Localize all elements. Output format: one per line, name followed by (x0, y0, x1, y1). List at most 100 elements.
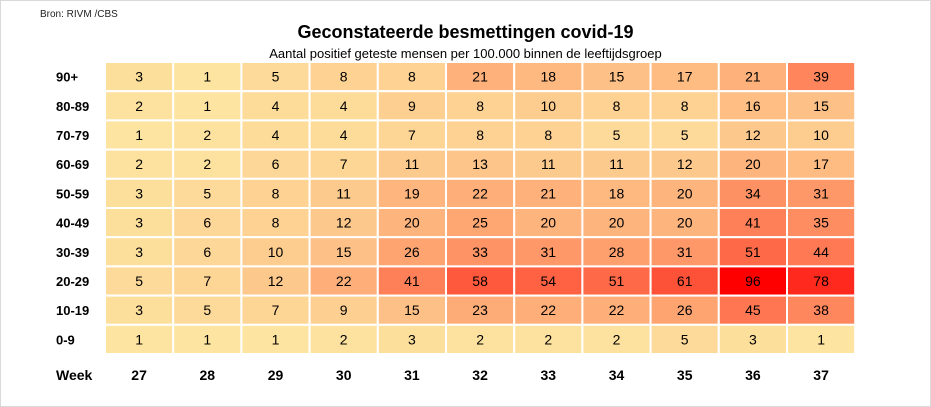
cell-value: 2 (203, 127, 211, 143)
cell-value: 11 (541, 156, 556, 172)
cell-value: 4 (272, 98, 280, 114)
cell-value: 20 (677, 185, 693, 201)
cell-value: 8 (613, 98, 621, 114)
column-label: 36 (745, 367, 761, 383)
column-label: 37 (813, 367, 829, 383)
cell-value: 34 (745, 185, 761, 201)
cell-value: 19 (404, 185, 420, 201)
heatmap-cell (786, 61, 857, 93)
column-label: 29 (268, 367, 284, 383)
cell-value: 3 (135, 244, 143, 260)
cell-value: 2 (135, 156, 143, 172)
column-label: 28 (200, 367, 216, 383)
cell-value: 51 (609, 273, 625, 289)
cell-value: 22 (541, 302, 557, 318)
chart-subtitle: Aantal positief geteste mensen per 100.0… (269, 46, 662, 61)
cell-value: 51 (745, 244, 761, 260)
heatmap-cell (376, 177, 447, 210)
cell-value: 41 (745, 215, 761, 231)
column-label: 30 (336, 367, 352, 383)
row-label: 30-39 (56, 245, 89, 260)
heatmap-cell (445, 265, 516, 297)
row-label: 10-19 (56, 303, 89, 318)
heatmap-cell (717, 294, 788, 326)
cell-value: 5 (272, 69, 280, 85)
cell-value: 2 (203, 156, 211, 172)
cell-value: 1 (135, 127, 143, 143)
cell-value: 11 (609, 156, 624, 172)
cell-value: 6 (203, 244, 211, 260)
heatmap-cell (240, 265, 311, 297)
heatmap-cell (717, 90, 788, 122)
row-label: 0-9 (56, 332, 75, 347)
cell-value: 38 (813, 302, 829, 318)
cell-value: 7 (203, 273, 211, 289)
heatmap-cell (717, 207, 788, 239)
cell-value: 21 (541, 185, 557, 201)
cell-value: 2 (544, 331, 552, 347)
cell-value: 23 (472, 302, 488, 318)
cell-value: 10 (813, 127, 829, 143)
cell-value: 1 (272, 331, 280, 347)
x-axis-label: Week (56, 367, 93, 383)
cell-value: 54 (541, 273, 557, 289)
cell-value: 41 (404, 273, 420, 289)
cell-value: 3 (135, 302, 143, 318)
cell-value: 3 (135, 69, 143, 85)
cell-value: 7 (272, 302, 280, 318)
heatmap-cell (581, 323, 652, 355)
column-label: 31 (404, 367, 420, 383)
cell-value: 4 (340, 98, 348, 114)
column-label: 34 (609, 367, 625, 383)
cell-value: 25 (472, 215, 488, 231)
heatmap-cell (786, 236, 857, 268)
heatmap-cell (376, 265, 447, 297)
heatmap-cell (308, 119, 379, 151)
cell-value: 28 (609, 244, 625, 260)
row-label: 90+ (56, 70, 78, 85)
cell-value: 22 (472, 185, 488, 201)
cell-value: 16 (745, 98, 761, 114)
cell-value: 17 (813, 156, 829, 172)
cell-value: 44 (813, 244, 829, 260)
cell-value: 9 (340, 302, 348, 318)
row-label: 20-29 (56, 274, 89, 289)
cell-value: 10 (268, 244, 284, 260)
cell-value: 8 (408, 69, 416, 85)
cell-value: 7 (408, 127, 416, 143)
heatmap-cell (649, 177, 720, 210)
cell-value: 8 (272, 215, 280, 231)
cell-value: 21 (745, 69, 761, 85)
cell-value: 45 (745, 302, 761, 318)
heatmap-cell (649, 265, 720, 297)
cell-value: 1 (135, 331, 143, 347)
heatmap-cell (376, 61, 447, 93)
heatmap-cell (376, 90, 447, 122)
cell-value: 20 (745, 156, 761, 172)
heatmap-cell (376, 207, 447, 239)
cell-value: 11 (336, 185, 351, 201)
cell-value: 5 (681, 331, 689, 347)
row-label: 80-89 (56, 99, 89, 114)
cell-value: 61 (677, 273, 693, 289)
cell-value: 18 (609, 185, 625, 201)
row-label: 60-69 (56, 157, 89, 172)
chart-title: Geconstateerde besmettingen covid-19 (297, 22, 634, 42)
cell-value: 20 (541, 215, 557, 231)
cell-value: 15 (336, 244, 352, 260)
cell-value: 22 (336, 273, 352, 289)
heatmap-cell (445, 177, 516, 210)
cell-value: 13 (472, 156, 488, 172)
row-label: 40-49 (56, 216, 89, 231)
cell-value: 12 (745, 127, 761, 143)
cell-value: 22 (609, 302, 625, 318)
heatmap-cell (445, 323, 516, 355)
heatmap-cell (376, 236, 447, 268)
cell-value: 5 (613, 127, 621, 143)
heatmap-cell (513, 294, 584, 326)
cell-value: 12 (336, 215, 352, 231)
cell-value: 21 (472, 69, 488, 85)
heatmap-cell (172, 294, 243, 326)
cell-value: 15 (404, 302, 420, 318)
